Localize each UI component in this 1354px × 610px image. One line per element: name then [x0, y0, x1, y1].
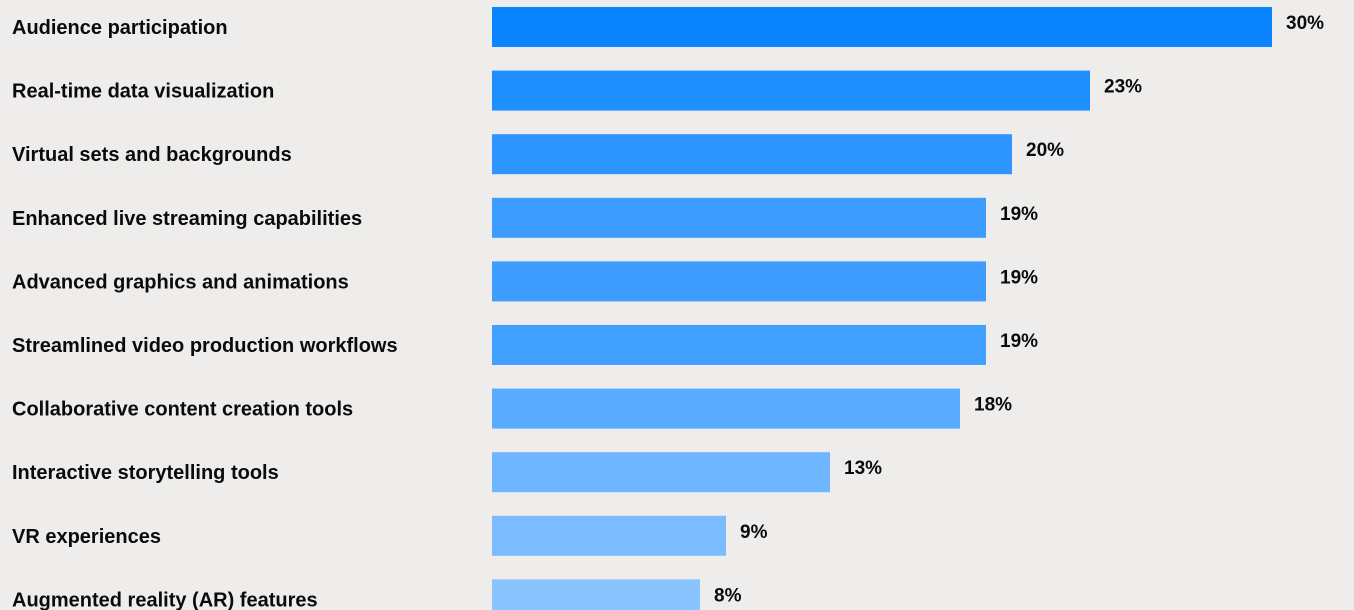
value-label: 13%: [844, 458, 882, 479]
category-label: Virtual sets and backgrounds: [12, 144, 292, 166]
category-label: Augmented reality (AR) features: [12, 589, 318, 610]
bar: [492, 325, 986, 365]
bar: [492, 452, 830, 493]
bar: [492, 261, 986, 302]
bar: [492, 7, 1272, 47]
value-label: 19%: [1000, 331, 1038, 352]
value-label: 9%: [740, 522, 768, 543]
bar: [492, 515, 726, 556]
value-label: 20%: [1026, 140, 1064, 161]
value-label: 30%: [1286, 13, 1324, 34]
bar: [492, 197, 986, 238]
category-label: Advanced graphics and animations: [12, 271, 349, 293]
category-label: VR experiences: [12, 526, 161, 548]
value-label: 8%: [714, 585, 742, 606]
bar: [492, 70, 1090, 111]
category-label: Collaborative content creation tools: [12, 399, 353, 421]
value-label: 18%: [974, 395, 1012, 416]
category-label: Real-time data visualization: [12, 81, 274, 103]
value-label: 23%: [1104, 77, 1142, 98]
category-label: Enhanced live streaming capabilities: [12, 208, 362, 230]
category-label: Audience participation: [12, 17, 228, 39]
category-label: Interactive storytelling tools: [12, 462, 279, 484]
bar: [492, 134, 1012, 175]
category-label: Streamlined video production workflows: [12, 335, 398, 357]
value-label: 19%: [1000, 204, 1038, 225]
bars: [492, 7, 1272, 610]
value-label: 19%: [1000, 267, 1038, 288]
value-labels: 30% 23% 20% 19% 19% 19% 18% 13% 9% 8%: [714, 13, 1324, 606]
bar: [492, 579, 700, 610]
category-labels: Audience participation Real-time data vis…: [12, 17, 398, 610]
bar: [492, 388, 960, 429]
